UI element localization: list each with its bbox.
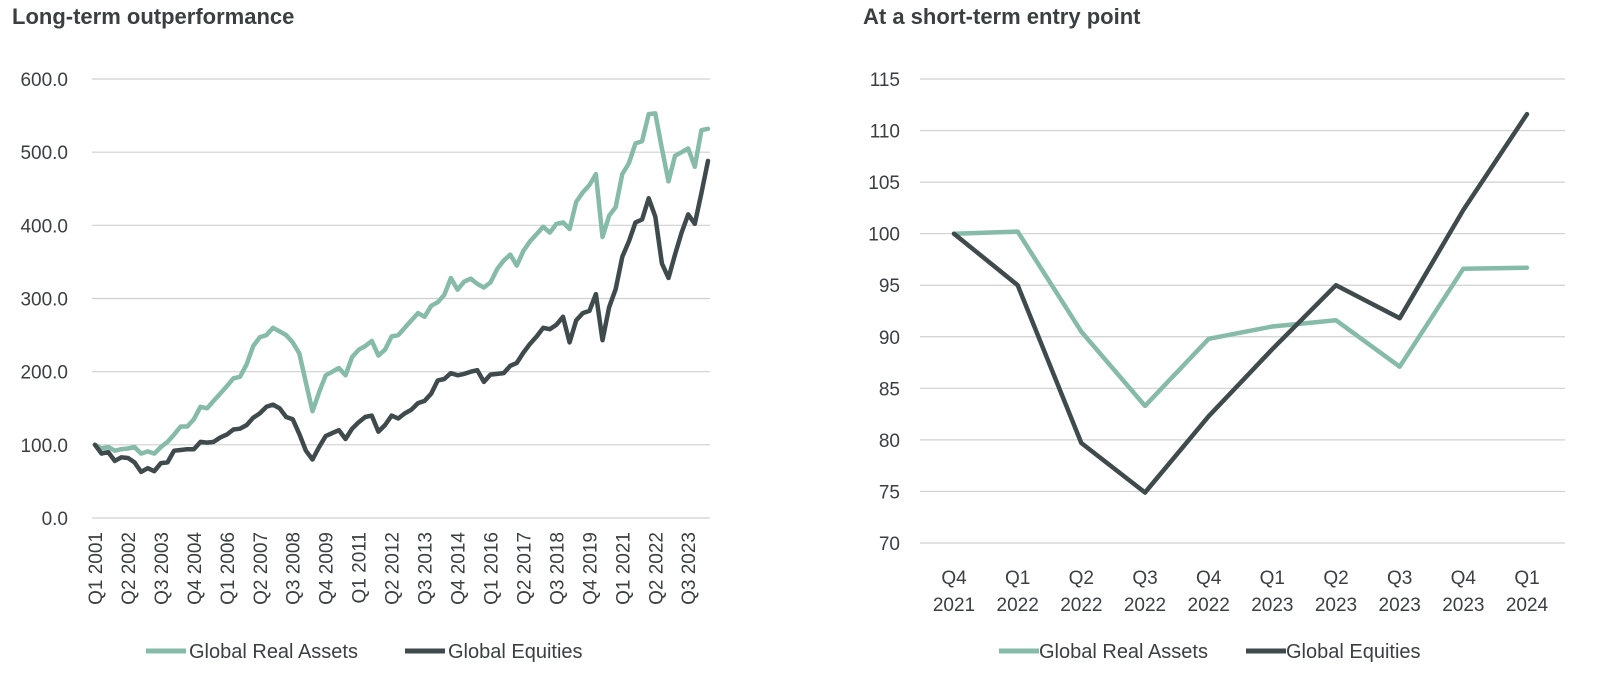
short-term-chart-panel: At a short-term entry point 70 75 80 85 90 95… xyxy=(850,0,1599,683)
x-tick-label: Q1 2001 xyxy=(86,532,107,605)
y-tick-label: 200.0 xyxy=(20,363,68,384)
legend-label: Global Real Assets xyxy=(1039,641,1208,663)
x-tick-label: Q1 2011 xyxy=(350,532,371,603)
x-tick-label: 2022 xyxy=(1124,595,1166,616)
x-tick-label: 2022 xyxy=(1060,595,1102,616)
x-tick-label: Q2 2022 xyxy=(646,532,667,605)
y-tick-label: 300.0 xyxy=(20,290,68,311)
x-tick-label: Q4 xyxy=(1196,568,1222,589)
x-tick-label: Q3 xyxy=(1387,568,1412,589)
x-tick-label: 2023 xyxy=(1379,595,1421,616)
y-tick-label: 600.0 xyxy=(20,70,68,91)
y-tick-label: 100.0 xyxy=(20,436,68,457)
x-tick-label: 2024 xyxy=(1506,595,1549,616)
x-tick-label: Q4 2019 xyxy=(580,532,601,605)
long-term-line-chart: 0.0 100.0 200.0 300.0 400.0 500.0 600.0 Q1 2001… xyxy=(20,70,711,663)
y-tick-label: 95 xyxy=(879,276,900,297)
x-tick-label: Q2 2012 xyxy=(383,532,404,605)
long-term-chart-panel: Long-term outperformance 0.0 100.0 200.0 30… xyxy=(0,0,740,683)
x-tick-label: Q1 2016 xyxy=(481,532,502,605)
x-tick-label: Q4 xyxy=(941,568,967,589)
y-tick-label: 70 xyxy=(879,534,900,555)
x-tick-label: Q2 2007 xyxy=(251,532,272,605)
y-tick-label: 105 xyxy=(868,173,900,194)
x-tick-label: Q3 2023 xyxy=(679,532,700,605)
x-tick-label: 2023 xyxy=(1442,595,1484,616)
legend-label: Global Equities xyxy=(1286,641,1421,663)
x-tick-label: Q3 2008 xyxy=(284,532,305,605)
x-tick-label: Q4 xyxy=(1451,568,1477,589)
x-tick-label: 2022 xyxy=(997,595,1039,616)
x-tick-label: Q3 2018 xyxy=(547,532,568,605)
x-tick-label: Q4 2004 xyxy=(185,532,206,605)
x-tick-label: Q3 2003 xyxy=(152,532,173,605)
y-tick-label: 115 xyxy=(870,70,900,91)
x-tick-label: 2023 xyxy=(1251,595,1293,616)
x-tick-label: Q2 xyxy=(1069,568,1094,589)
y-tick-label: 100 xyxy=(868,225,900,246)
series-line xyxy=(951,229,1530,409)
x-tick-label: Q2 xyxy=(1323,568,1348,589)
y-tick-label: 80 xyxy=(879,431,900,452)
x-tick-label: Q1 xyxy=(1005,568,1030,589)
y-tick-label: 110 xyxy=(870,122,900,143)
x-tick-label: 2021 xyxy=(933,595,975,616)
series-line xyxy=(92,158,711,475)
x-tick-label: Q4 2014 xyxy=(449,532,470,605)
legend-label: Global Equities xyxy=(448,641,583,663)
y-tick-label: 400.0 xyxy=(20,216,68,237)
x-tick-label: Q4 2009 xyxy=(317,532,338,605)
x-tick-label: Q3 2013 xyxy=(416,532,437,605)
chart-title: Long-term outperformance xyxy=(12,4,295,29)
legend-label: Global Real Assets xyxy=(189,641,358,663)
x-tick-label: Q2 2002 xyxy=(119,532,140,605)
x-tick-label: Q1 2006 xyxy=(218,532,239,605)
y-tick-label: 0.0 xyxy=(42,509,68,530)
short-term-line-chart: 70 75 80 85 90 95 100 105 110 115 Q4 2021 Q1 2022 Q2 20… xyxy=(868,70,1565,663)
y-tick-label: 500.0 xyxy=(20,143,68,164)
x-tick-label: Q3 xyxy=(1132,568,1157,589)
x-tick-label: 2023 xyxy=(1315,595,1357,616)
chart-title: At a short-term entry point xyxy=(863,4,1141,29)
x-tick-label: 2022 xyxy=(1188,595,1230,616)
x-tick-label: Q2 2017 xyxy=(514,532,535,605)
y-tick-label: 75 xyxy=(879,482,900,503)
series-line xyxy=(951,111,1530,495)
x-tick-label: Q1 2021 xyxy=(613,532,634,605)
x-tick-label: Q1 xyxy=(1260,568,1285,589)
y-tick-label: 85 xyxy=(879,379,900,400)
y-tick-label: 90 xyxy=(879,328,900,349)
series-line xyxy=(92,111,711,456)
x-tick-label: Q1 xyxy=(1514,568,1539,589)
